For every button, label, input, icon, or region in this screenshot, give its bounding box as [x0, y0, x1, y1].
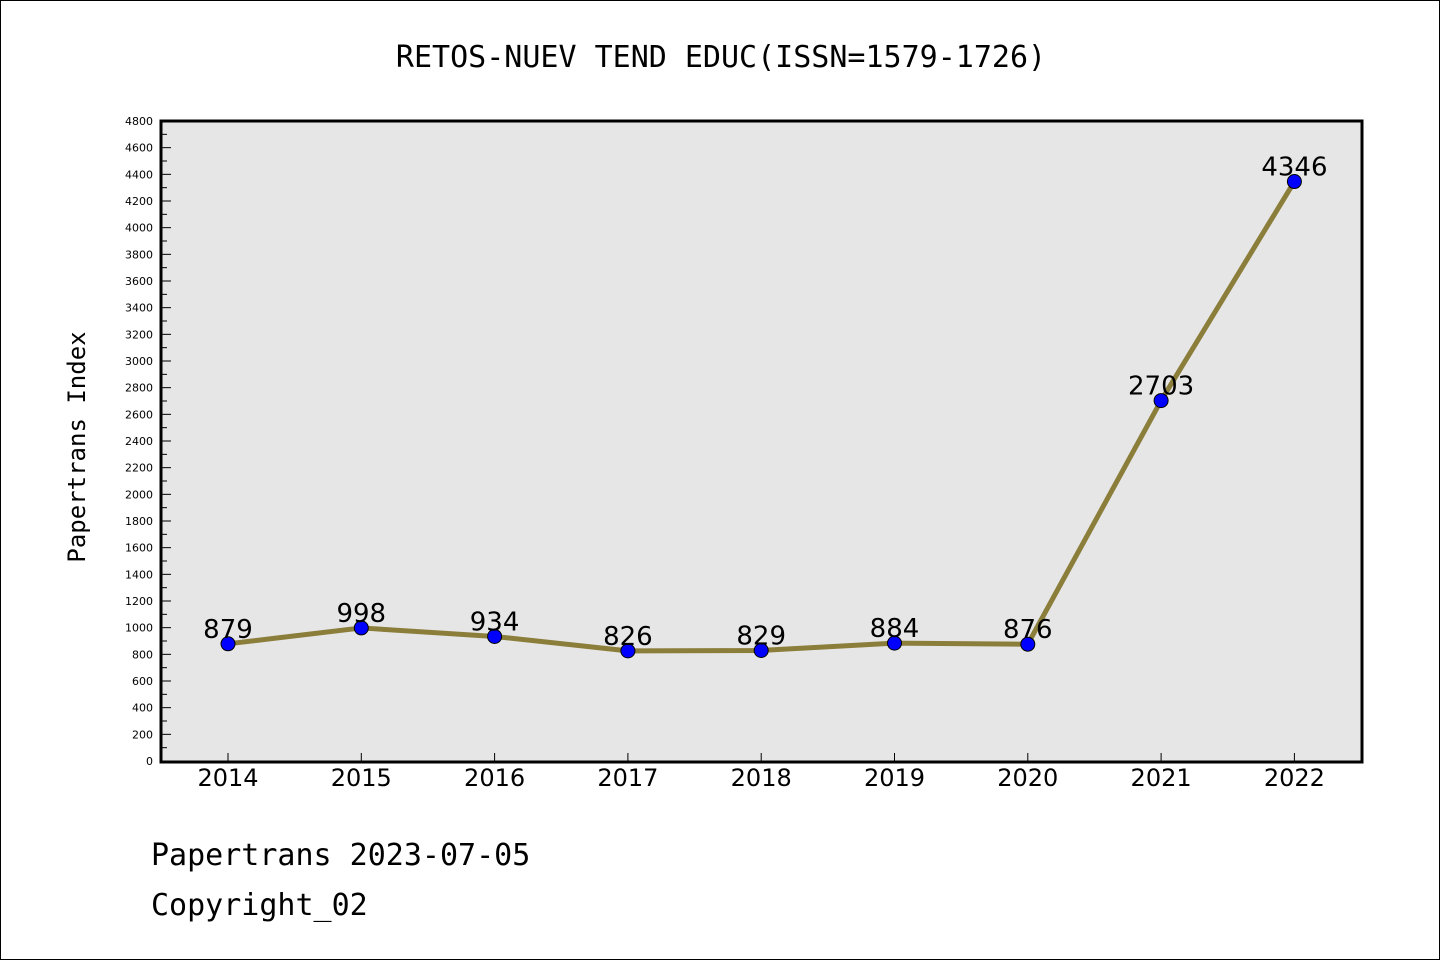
y-tick-label: 3400	[125, 302, 153, 315]
y-tick-label: 3200	[125, 328, 153, 341]
x-tick-label: 2020	[997, 764, 1058, 792]
data-point	[887, 635, 902, 651]
data-point	[1020, 636, 1036, 652]
y-tick-label: 1200	[125, 595, 153, 608]
y-tick-label: 2200	[125, 462, 153, 475]
y-tick-label: 4800	[125, 115, 153, 128]
x-axis: 2014 2015 2016 2017 2018 2019 2020 2021 2022	[197, 753, 1325, 792]
data-point	[753, 642, 769, 658]
x-tick-label: 2015	[331, 764, 392, 792]
data-point	[620, 643, 636, 659]
y-tick-label: 1400	[125, 568, 153, 581]
data-point	[220, 636, 236, 652]
y-tick-label: 4600	[125, 142, 153, 155]
data-label: 884	[870, 614, 920, 644]
x-tick-label: 2014	[197, 764, 258, 792]
y-tick-label: 0	[146, 755, 153, 768]
data-label: 4346	[1261, 153, 1327, 183]
y-tick-label: 400	[132, 702, 153, 715]
data-label: 2703	[1128, 372, 1194, 402]
y-axis: 0 200 400 600 800 1000 1200 1400 1600 1800 2000 220…	[125, 115, 171, 768]
x-tick-label: 2017	[597, 764, 658, 792]
y-tick-label: 200	[132, 728, 153, 741]
y-tick-label: 2800	[125, 382, 153, 395]
data-labels: 879 998 934 826 829 884 876 2703 4346	[203, 153, 1327, 652]
plot-area	[159, 119, 1364, 764]
y-tick-label: 3600	[125, 275, 153, 288]
data-label: 934	[470, 607, 520, 637]
y-tick-label: 600	[132, 675, 153, 688]
x-tick-label: 2021	[1131, 764, 1192, 792]
data-label: 826	[603, 622, 653, 652]
data-point	[1153, 393, 1169, 409]
data-point	[487, 628, 503, 644]
y-tick-label: 3000	[125, 355, 153, 368]
y-tick-label: 4200	[125, 195, 153, 208]
footer-copyright: Copyright_02	[151, 888, 368, 923]
y-tick-label: 2000	[125, 488, 153, 501]
x-tick-label: 2018	[731, 764, 792, 792]
data-point	[1286, 174, 1302, 190]
y-tick-label: 2600	[125, 408, 153, 421]
y-axis-label: Papertrans Index	[63, 331, 91, 562]
footer-date: Papertrans 2023-07-05	[151, 838, 530, 873]
data-label: 998	[336, 599, 386, 629]
y-tick-label: 1800	[125, 515, 153, 528]
y-tick-label: 4000	[125, 222, 153, 235]
series-markers	[220, 174, 1302, 659]
x-tick-label: 2016	[464, 764, 525, 792]
data-label: 876	[1003, 615, 1053, 645]
y-tick-label: 1000	[125, 622, 153, 635]
y-tick-label: 3800	[125, 248, 153, 261]
x-tick-label: 2022	[1264, 764, 1325, 792]
y-tick-label: 2400	[125, 435, 153, 448]
x-tick-label: 2019	[864, 764, 925, 792]
y-tick-label: 4400	[125, 168, 153, 181]
y-tick-label: 1600	[125, 542, 153, 555]
data-label: 829	[736, 621, 786, 651]
chart-title: RETOS-NUEV TEND EDUC(ISSN=1579-1726)	[396, 40, 1046, 75]
data-point	[353, 620, 369, 636]
data-label: 879	[203, 615, 253, 645]
y-tick-label: 800	[132, 648, 153, 661]
